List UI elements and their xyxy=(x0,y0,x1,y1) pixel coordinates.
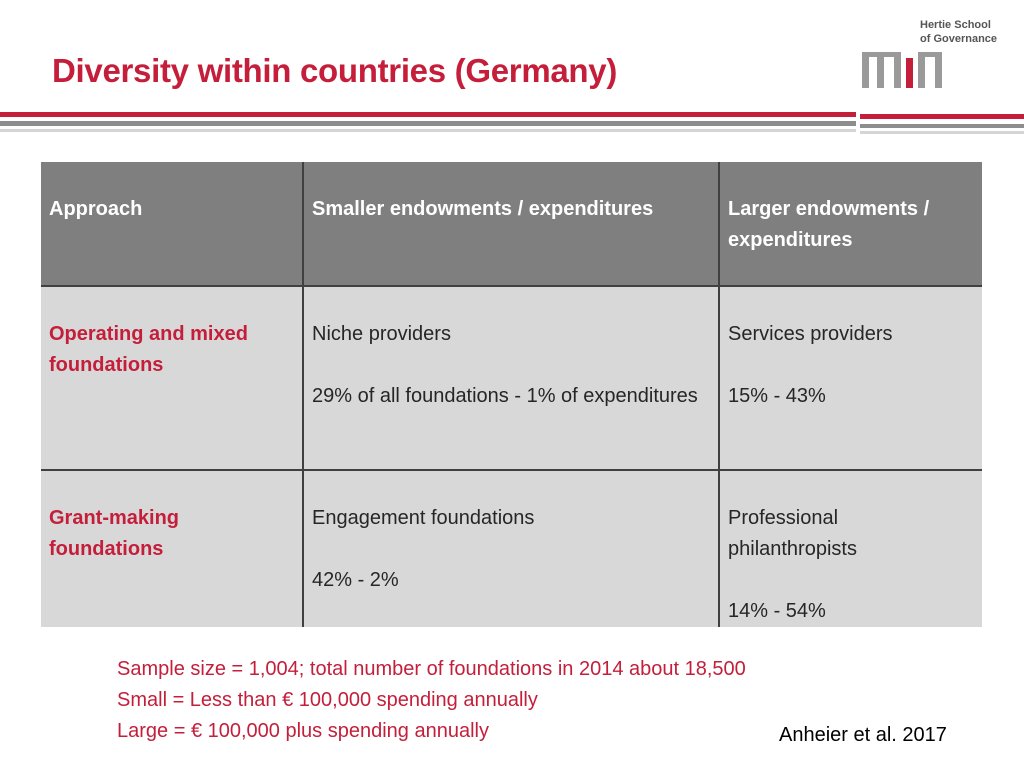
cell-niche-providers: Niche providers 29% of all foundations -… xyxy=(302,286,719,471)
header-band-lightgray xyxy=(0,129,856,132)
row-label-operating: Operating and mixed foundations xyxy=(41,286,303,471)
cell-stat: 42% - 2% xyxy=(312,569,399,591)
logo-text: Hertie School of Governance xyxy=(920,18,1010,46)
cell-stat: 15% - 43% xyxy=(728,385,826,407)
cell-engagement-foundations: Engagement foundations 42% - 2% xyxy=(302,470,719,627)
cell-professional-philanthropists: Professional philanthropists 14% - 54% xyxy=(718,470,982,627)
header-band-gray-right xyxy=(860,124,1024,128)
table-row: Operating and mixed foundations Niche pr… xyxy=(41,286,982,471)
cell-name: Niche providers xyxy=(312,323,451,345)
logo-mark-icon xyxy=(862,52,942,88)
header-band-lightgray-right xyxy=(860,131,1024,134)
logo-text-line2: of Governance xyxy=(920,33,998,45)
row-label-grant-making: Grant-making foundations xyxy=(41,470,303,627)
cell-name: Engagement foundations xyxy=(312,507,535,529)
cell-name: Services providers xyxy=(728,323,893,345)
footnotes: Sample size = 1,004; total number of fou… xyxy=(117,654,746,747)
cell-services-providers: Services providers 15% - 43% xyxy=(718,286,982,471)
note-large-definition: Large = € 100,000 plus spending annually xyxy=(117,720,489,742)
note-sample-size: Sample size = 1,004; total number of fou… xyxy=(117,658,746,680)
header-band-red xyxy=(0,112,856,117)
logo-text-line1: Hertie School xyxy=(920,19,991,31)
citation: Anheier et al. 2017 xyxy=(779,724,947,746)
header-band-red-right xyxy=(860,114,1024,119)
header-larger: Larger endowments / expenditures xyxy=(718,162,982,287)
foundation-types-table: Approach Smaller endowments / expenditur… xyxy=(41,162,982,627)
table-header-row: Approach Smaller endowments / expenditur… xyxy=(41,162,982,287)
header-approach: Approach xyxy=(41,162,303,287)
cell-stat: 14% - 54% xyxy=(728,600,826,622)
note-small-definition: Small = Less than € 100,000 spending ann… xyxy=(117,689,538,711)
cell-stat: 29% of all foundations - 1% of expenditu… xyxy=(312,385,698,407)
page-title: Diversity within countries (Germany) xyxy=(52,52,618,89)
table-row: Grant-making foundations Engagement foun… xyxy=(41,470,982,627)
header-smaller: Smaller endowments / expenditures xyxy=(302,162,719,287)
cell-name: Professional philanthropists xyxy=(728,507,857,560)
hertie-school-logo: Hertie School of Governance xyxy=(858,18,1008,92)
header-band-gray xyxy=(0,121,856,126)
